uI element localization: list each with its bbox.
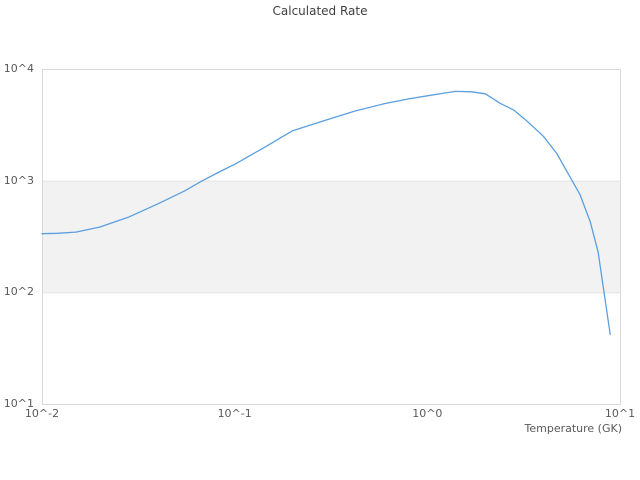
alternate-grid-band [42, 180, 620, 293]
y-tick-label: 10^2 [3, 285, 34, 299]
chart-title: Calculated Rate [272, 4, 368, 18]
y-tick-label: 10^1 [3, 397, 34, 410]
y-tick-label: 10^4 [3, 62, 34, 75]
x-tick-label: 10^-2 [24, 407, 60, 420]
x-tick-label: 10^1 [604, 407, 636, 420]
plot-border [42, 69, 621, 405]
x-tick-label: 10^0 [412, 407, 443, 420]
rate-curve [41, 90, 611, 336]
y-tick-label: 10^3 [3, 173, 34, 187]
x-tick-label: 10^-1 [217, 407, 252, 420]
x-axis-title: Temperature (GK) [524, 422, 623, 435]
